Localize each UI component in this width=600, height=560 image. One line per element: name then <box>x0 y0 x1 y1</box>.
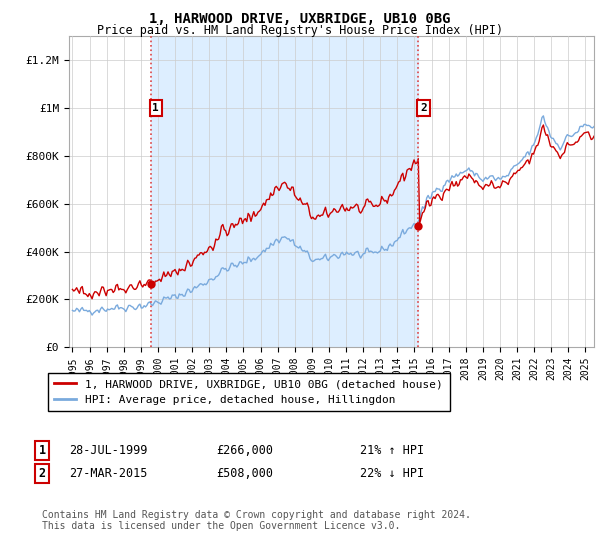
Text: Price paid vs. HM Land Registry's House Price Index (HPI): Price paid vs. HM Land Registry's House … <box>97 24 503 36</box>
Text: 22% ↓ HPI: 22% ↓ HPI <box>360 466 424 480</box>
Text: 1: 1 <box>38 444 46 458</box>
Text: £508,000: £508,000 <box>216 466 273 480</box>
Bar <box>151 36 418 347</box>
Text: 1: 1 <box>152 103 159 113</box>
Legend: 1, HARWOOD DRIVE, UXBRIDGE, UB10 0BG (detached house), HPI: Average price, detac: 1, HARWOOD DRIVE, UXBRIDGE, UB10 0BG (de… <box>47 372 450 412</box>
Text: 2: 2 <box>420 103 427 113</box>
Text: 21% ↑ HPI: 21% ↑ HPI <box>360 444 424 458</box>
Text: 2: 2 <box>38 466 46 480</box>
Text: Contains HM Land Registry data © Crown copyright and database right 2024.
This d: Contains HM Land Registry data © Crown c… <box>42 510 471 531</box>
Text: 27-MAR-2015: 27-MAR-2015 <box>69 466 148 480</box>
Text: £266,000: £266,000 <box>216 444 273 458</box>
Text: 28-JUL-1999: 28-JUL-1999 <box>69 444 148 458</box>
Text: 1, HARWOOD DRIVE, UXBRIDGE, UB10 0BG: 1, HARWOOD DRIVE, UXBRIDGE, UB10 0BG <box>149 12 451 26</box>
